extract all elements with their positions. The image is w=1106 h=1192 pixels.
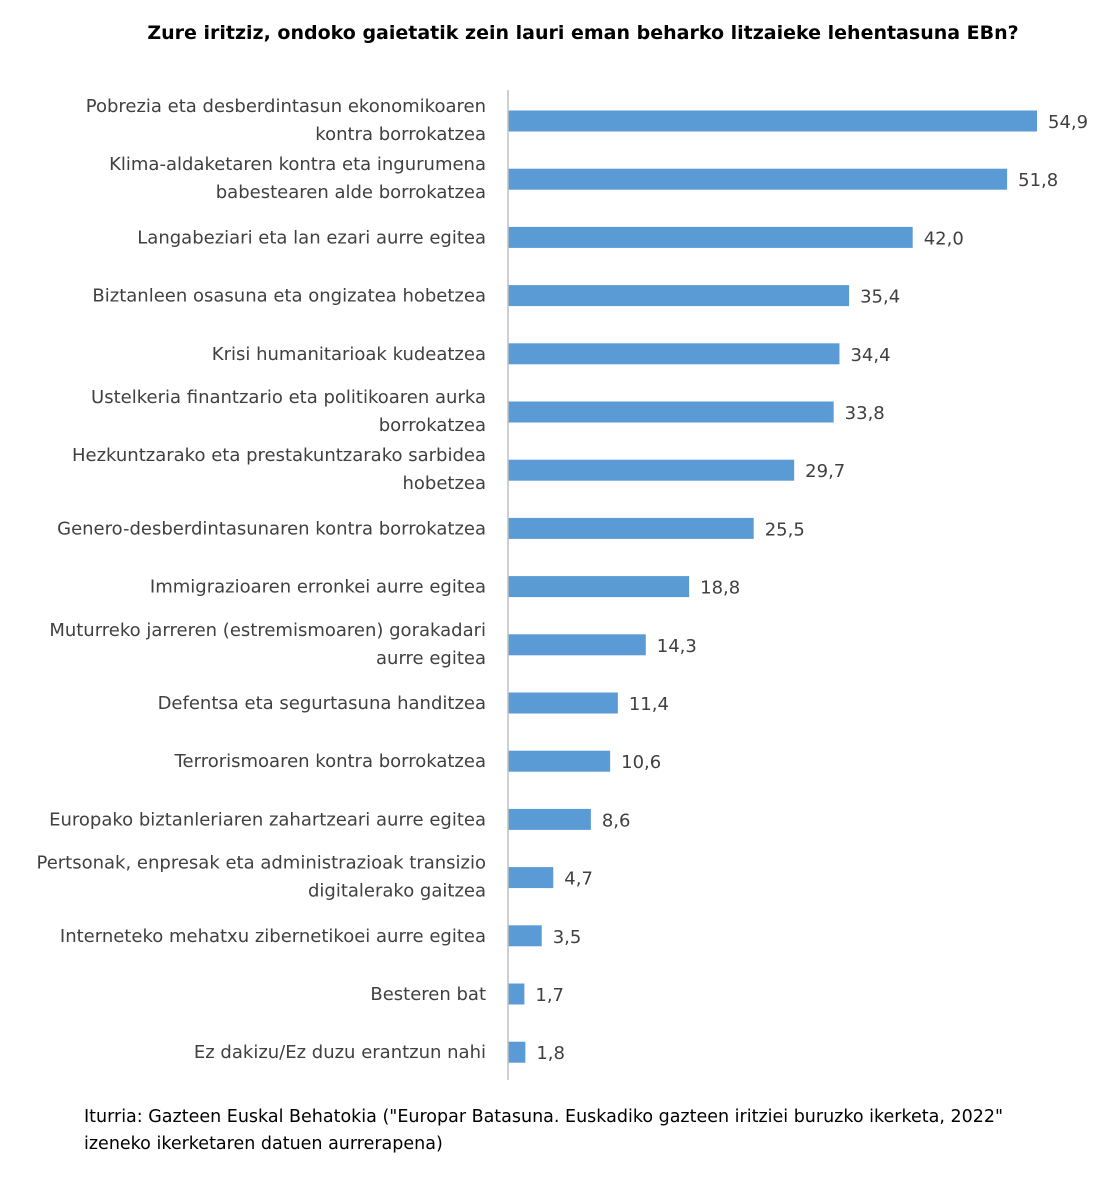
- bars: [508, 110, 1037, 1063]
- category-label: Biztanleen osasuna eta ongizatea hobetze…: [92, 286, 486, 307]
- bar: [508, 285, 850, 307]
- value-label: 10,6: [621, 752, 661, 773]
- bar: [508, 867, 554, 889]
- value-label: 29,7: [805, 461, 845, 482]
- value-labels: 54,9 51,8 42,0 35,4 34,4 33,8 29,7 25,5 18,8 14,3…: [535, 112, 1088, 1064]
- value-label: 3,5: [553, 927, 582, 948]
- category-label-line: hobetzea: [402, 473, 486, 494]
- category-label: Interneteko mehatxu zibernetikoei aurre …: [60, 926, 486, 947]
- category-label: Muturreko jarreren (estremismoaren) gora…: [49, 620, 486, 669]
- bar: [508, 925, 542, 947]
- value-label: 11,4: [629, 694, 669, 715]
- category-label-line: kontra borrokatzea: [315, 124, 486, 145]
- bar-chart: Pobrezia eta desberdintasun ekonomikoare…: [36, 90, 1088, 1080]
- bar: [508, 750, 611, 772]
- category-label-line: Europako biztanleriaren zahartzeari aurr…: [49, 809, 486, 830]
- value-label: 54,9: [1048, 112, 1088, 133]
- bar: [508, 634, 646, 656]
- category-label: Hezkuntzarako eta prestakuntzarako sarbi…: [72, 445, 486, 494]
- bar: [508, 343, 840, 365]
- bar: [508, 983, 525, 1005]
- bar: [508, 1041, 526, 1063]
- category-label-line: Ez dakizu/Ez duzu erantzun nahi: [194, 1042, 486, 1063]
- category-label: Terrorismoaren kontra borrokatzea: [174, 751, 486, 772]
- category-label-line: Ustelkeria finantzario eta politikoaren …: [91, 387, 486, 408]
- value-label: 4,7: [564, 869, 593, 890]
- category-label: Langabeziari eta lan ezari aurre egitea: [137, 227, 486, 248]
- category-label-line: Defentsa eta segurtasuna handitzea: [158, 693, 486, 714]
- category-label-line: Biztanleen osasuna eta ongizatea hobetze…: [92, 286, 486, 307]
- category-label-line: Pertsonak, enpresak eta administrazioak …: [36, 853, 486, 874]
- category-label: Pertsonak, enpresak eta administrazioak …: [36, 853, 486, 902]
- value-label: 35,4: [860, 287, 900, 308]
- category-label-line: Interneteko mehatxu zibernetikoei aurre …: [60, 926, 486, 947]
- value-label: 8,6: [602, 810, 631, 831]
- category-label-line: Hezkuntzarako eta prestakuntzarako sarbi…: [72, 445, 486, 466]
- category-label: Ez dakizu/Ez duzu erantzun nahi: [194, 1042, 486, 1063]
- category-label-line: Langabeziari eta lan ezari aurre egitea: [137, 227, 486, 248]
- bar: [508, 401, 834, 423]
- category-label-line: Immigrazioaren erronkei aurre egitea: [150, 577, 486, 598]
- value-label: 25,5: [765, 519, 805, 540]
- category-label-line: Pobrezia eta desberdintasun ekonomikoare…: [86, 96, 486, 117]
- category-label: Klima-aldaketaren kontra eta ingurumena b…: [109, 154, 486, 203]
- category-label-line: Besteren bat: [370, 984, 486, 1005]
- bar: [508, 168, 1008, 190]
- bar: [508, 226, 913, 248]
- value-label: 33,8: [845, 403, 885, 424]
- category-label: Krisi humanitarioak kudeatzea: [212, 344, 486, 365]
- category-label: Immigrazioaren erronkei aurre egitea: [150, 577, 486, 598]
- value-label: 1,8: [536, 1043, 565, 1064]
- category-label: Besteren bat: [370, 984, 486, 1005]
- bar: [508, 808, 591, 830]
- bar: [508, 517, 754, 539]
- bar: [508, 692, 618, 714]
- category-label-line: borrokatzea: [379, 415, 486, 436]
- bar: [508, 576, 690, 598]
- category-label-line: digitalerako gaitzea: [308, 881, 486, 902]
- value-label: 42,0: [924, 228, 964, 249]
- category-label-line: aurre egitea: [376, 648, 486, 669]
- value-label: 18,8: [700, 578, 740, 599]
- category-label: Defentsa eta segurtasuna handitzea: [158, 693, 486, 714]
- category-label-line: babestearen alde borrokatzea: [216, 182, 486, 203]
- category-label-line: Genero-desberdintasunaren kontra borroka…: [57, 518, 486, 539]
- chart-title: Zure iritziz, ondoko gaietatik zein laur…: [147, 22, 1019, 44]
- bar: [508, 110, 1037, 132]
- category-label: Ustelkeria finantzario eta politikoaren …: [91, 387, 486, 436]
- category-label: Genero-desberdintasunaren kontra borroka…: [57, 518, 486, 539]
- value-label: 1,7: [535, 985, 564, 1006]
- category-label-line: Muturreko jarreren (estremismoaren) gora…: [49, 620, 486, 641]
- category-label-line: Krisi humanitarioak kudeatzea: [212, 344, 486, 365]
- category-labels: Pobrezia eta desberdintasun ekonomikoare…: [36, 96, 486, 1063]
- value-label: 51,8: [1018, 170, 1058, 191]
- category-label: Pobrezia eta desberdintasun ekonomikoare…: [86, 96, 486, 145]
- category-label-line: Terrorismoaren kontra borrokatzea: [174, 751, 486, 772]
- value-label: 14,3: [657, 636, 697, 657]
- category-label-line: Klima-aldaketaren kontra eta ingurumena: [109, 154, 486, 175]
- bar: [508, 459, 795, 481]
- category-label: Europako biztanleriaren zahartzeari aurr…: [49, 809, 486, 830]
- value-label: 34,4: [850, 345, 890, 366]
- source-note: Iturria: Gazteen Euskal Behatokia ("Euro…: [84, 1107, 1004, 1154]
